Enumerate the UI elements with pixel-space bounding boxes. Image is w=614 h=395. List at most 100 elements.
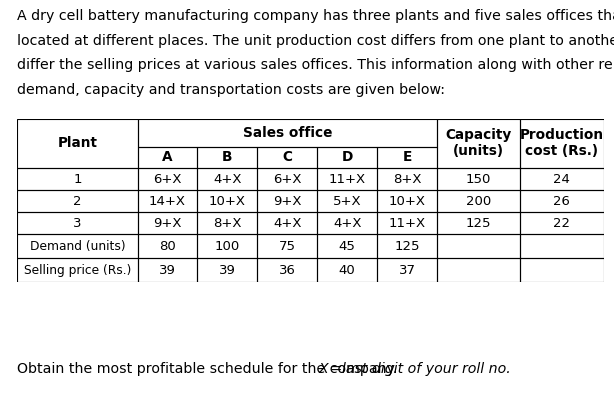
- Bar: [198, 234, 257, 258]
- Text: 11+X: 11+X: [328, 173, 366, 186]
- Bar: [317, 147, 377, 168]
- Text: Sales office: Sales office: [243, 126, 332, 140]
- Text: last digit of your roll no.: last digit of your roll no.: [342, 362, 510, 376]
- Bar: [520, 234, 604, 258]
- Bar: [520, 190, 604, 212]
- Bar: [317, 234, 377, 258]
- Bar: [257, 168, 317, 190]
- Text: 8+X: 8+X: [213, 217, 242, 230]
- Text: Production
cost (Rs.): Production cost (Rs.): [520, 128, 604, 158]
- Text: 150: 150: [466, 173, 491, 186]
- Bar: [198, 190, 257, 212]
- Bar: [520, 258, 604, 282]
- Bar: [437, 190, 520, 212]
- Bar: [377, 234, 437, 258]
- Bar: [138, 212, 198, 234]
- Text: 40: 40: [339, 264, 356, 277]
- Text: C: C: [282, 150, 292, 164]
- Text: 3: 3: [73, 217, 82, 230]
- Text: 2: 2: [73, 195, 82, 208]
- Bar: [257, 234, 317, 258]
- Text: demand, capacity and transportation costs are given below:: demand, capacity and transportation cost…: [17, 83, 445, 97]
- Bar: [437, 168, 520, 190]
- Bar: [138, 147, 198, 168]
- Text: 11+X: 11+X: [389, 217, 426, 230]
- Bar: [377, 147, 437, 168]
- Bar: [437, 258, 520, 282]
- Text: E: E: [402, 150, 411, 164]
- Text: located at different places. The unit production cost differs from one plant to : located at different places. The unit pr…: [17, 34, 614, 48]
- Bar: [257, 212, 317, 234]
- Bar: [317, 168, 377, 190]
- Text: 14+X: 14+X: [149, 195, 186, 208]
- Text: 26: 26: [553, 195, 570, 208]
- Text: Selling price (Rs.): Selling price (Rs.): [24, 264, 131, 277]
- Bar: [437, 234, 520, 258]
- Bar: [17, 258, 138, 282]
- Text: 8+X: 8+X: [393, 173, 421, 186]
- Bar: [198, 147, 257, 168]
- Text: Capacity
(units): Capacity (units): [446, 128, 511, 158]
- Bar: [377, 168, 437, 190]
- Bar: [317, 190, 377, 212]
- Text: 75: 75: [279, 240, 296, 253]
- Bar: [138, 118, 437, 147]
- Bar: [437, 212, 520, 234]
- Text: B: B: [222, 150, 233, 164]
- Text: 5+X: 5+X: [333, 195, 362, 208]
- Bar: [317, 212, 377, 234]
- Text: A dry cell battery manufacturing company has three plants and five sales offices: A dry cell battery manufacturing company…: [17, 9, 614, 23]
- Text: 100: 100: [215, 240, 240, 253]
- Text: 22: 22: [553, 217, 570, 230]
- Text: =: =: [326, 362, 347, 376]
- Bar: [520, 168, 604, 190]
- Bar: [377, 190, 437, 212]
- Bar: [198, 168, 257, 190]
- Text: 9+X: 9+X: [273, 195, 301, 208]
- Text: differ the selling prices at various sales offices. This information along with : differ the selling prices at various sal…: [17, 58, 614, 72]
- Text: 4+X: 4+X: [273, 217, 301, 230]
- Bar: [138, 234, 198, 258]
- Bar: [17, 190, 138, 212]
- Text: 9+X: 9+X: [154, 217, 182, 230]
- Text: Demand (units): Demand (units): [29, 240, 125, 253]
- Bar: [17, 168, 138, 190]
- Text: Obtain the most profitable schedule for the company.: Obtain the most profitable schedule for …: [17, 362, 402, 376]
- Bar: [17, 234, 138, 258]
- Bar: [257, 190, 317, 212]
- Bar: [198, 212, 257, 234]
- Text: 37: 37: [398, 264, 416, 277]
- Text: D: D: [341, 150, 353, 164]
- Text: 80: 80: [159, 240, 176, 253]
- Text: 125: 125: [394, 240, 420, 253]
- Text: 1: 1: [73, 173, 82, 186]
- Text: 39: 39: [159, 264, 176, 277]
- Bar: [520, 212, 604, 234]
- Text: 6+X: 6+X: [154, 173, 182, 186]
- Text: 200: 200: [466, 195, 491, 208]
- Bar: [138, 258, 198, 282]
- Bar: [437, 118, 520, 168]
- Text: A: A: [162, 150, 173, 164]
- Bar: [138, 190, 198, 212]
- Bar: [257, 258, 317, 282]
- Text: 6+X: 6+X: [273, 173, 301, 186]
- Text: 10+X: 10+X: [209, 195, 246, 208]
- Text: 125: 125: [466, 217, 491, 230]
- Text: X: X: [318, 362, 328, 376]
- Bar: [377, 212, 437, 234]
- Text: 45: 45: [339, 240, 356, 253]
- Bar: [520, 118, 604, 168]
- Text: 4+X: 4+X: [213, 173, 242, 186]
- Bar: [17, 212, 138, 234]
- Bar: [377, 258, 437, 282]
- Text: 4+X: 4+X: [333, 217, 362, 230]
- Text: 39: 39: [219, 264, 236, 277]
- Text: 36: 36: [279, 264, 296, 277]
- Bar: [138, 168, 198, 190]
- Bar: [198, 258, 257, 282]
- Text: Plant: Plant: [57, 136, 98, 150]
- Text: 10+X: 10+X: [389, 195, 426, 208]
- Bar: [257, 147, 317, 168]
- Text: 24: 24: [553, 173, 570, 186]
